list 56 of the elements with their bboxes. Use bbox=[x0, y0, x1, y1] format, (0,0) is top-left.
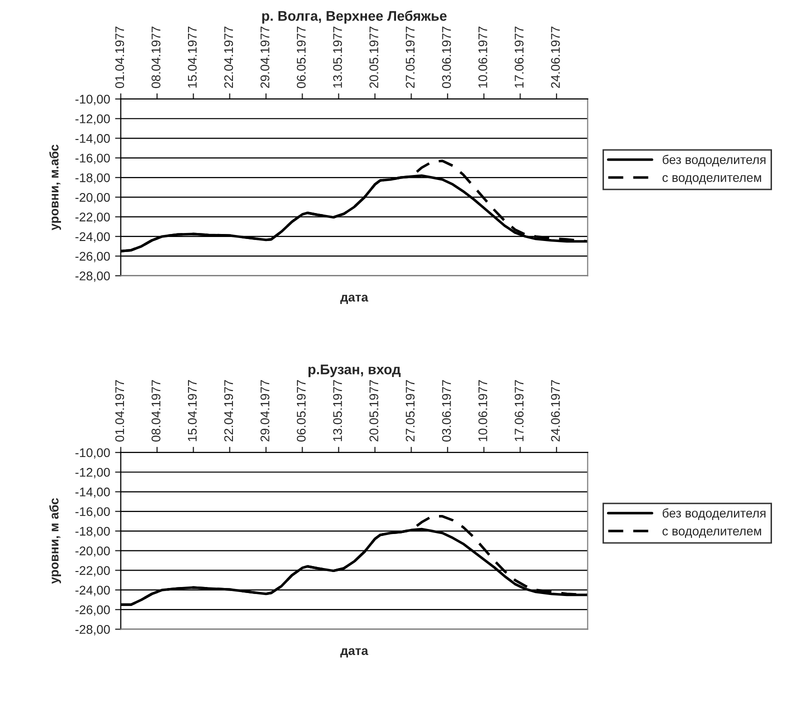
x-tick-label: 13.05.1977 bbox=[333, 380, 342, 442]
x-tick-label: 06.05.1977 bbox=[296, 26, 306, 88]
x-tick-label: 22.04.1977 bbox=[224, 26, 234, 88]
y-tick-label: -12,00 bbox=[75, 114, 110, 125]
x-tick-label: 27.05.1977 bbox=[406, 26, 415, 88]
x-tick-label: 15.04.1977 bbox=[188, 380, 197, 442]
x-tick-label: 27.05.1977 bbox=[406, 380, 415, 442]
y-tick-label: -24,00 bbox=[75, 232, 110, 243]
x-tick-label: 08.04.1977 bbox=[152, 26, 160, 88]
y-axis-title: уровни, м абс bbox=[49, 498, 62, 584]
y-tick-label: -28,00 bbox=[75, 625, 110, 636]
y-tick-label: -12,00 bbox=[75, 468, 110, 478]
x-tick-label: 24.06.1977 bbox=[551, 26, 560, 88]
x-tick-label: 15.04.1977 bbox=[188, 26, 197, 88]
y-tick-label: -24,00 bbox=[75, 586, 110, 596]
x-tick-label: 08.04.1977 bbox=[152, 380, 160, 442]
x-tick-label: 13.05.1977 bbox=[333, 26, 342, 88]
y-tick-label: -16,00 bbox=[75, 507, 110, 518]
x-tick-label: 01.04.1977 bbox=[115, 26, 124, 88]
legend-label: с вододелителем bbox=[662, 175, 762, 184]
x-tick-label: 03.06.1977 bbox=[442, 26, 451, 88]
x-tick-label: 17.06.1977 bbox=[514, 26, 524, 88]
x-tick-label: 20.05.1977 bbox=[369, 380, 378, 442]
x-tick-label: 29.04.1977 bbox=[260, 380, 270, 442]
y-tick-label: -18,00 bbox=[75, 173, 110, 184]
chart-title: р.Бузан, вход bbox=[308, 364, 401, 378]
y-tick-label: -10,00 bbox=[75, 94, 110, 106]
x-tick-label: 17.06.1977 bbox=[514, 380, 524, 442]
y-tick-label: -16,00 bbox=[75, 154, 110, 164]
legend-label: без вододелителя bbox=[662, 508, 766, 520]
y-tick-label: -10,00 bbox=[75, 448, 110, 459]
x-tick-label: 03.06.1977 bbox=[442, 380, 451, 442]
x-tick-label: 06.05.1977 bbox=[296, 380, 306, 442]
y-tick-label: -22,00 bbox=[75, 566, 110, 576]
y-tick-label: -18,00 bbox=[75, 526, 110, 538]
y-axis-title: уровни, м.абс bbox=[49, 144, 62, 230]
y-tick-label: -20,00 bbox=[75, 546, 110, 557]
y-tick-label: -26,00 bbox=[75, 605, 110, 616]
x-axis-title: дата bbox=[340, 648, 368, 658]
x-tick-label: 20.05.1977 bbox=[369, 26, 378, 88]
x-tick-label: 10.06.1977 bbox=[478, 26, 488, 88]
x-tick-label: 29.04.1977 bbox=[260, 26, 270, 88]
y-tick-label: -28,00 bbox=[75, 272, 110, 282]
x-axis-title: дата bbox=[340, 294, 368, 304]
x-tick-label: 24.06.1977 bbox=[551, 380, 560, 442]
x-tick-label: 10.06.1977 bbox=[478, 380, 488, 442]
x-tick-label: 01.04.1977 bbox=[115, 380, 124, 442]
legend-label: без вододелителя bbox=[662, 154, 766, 166]
y-tick-label: -22,00 bbox=[75, 212, 110, 223]
y-tick-label: -14,00 bbox=[75, 488, 110, 498]
chart-title: р. Волга, Верхнее Лебяжье bbox=[262, 10, 447, 24]
y-tick-label: -20,00 bbox=[75, 192, 110, 204]
y-tick-label: -26,00 bbox=[75, 252, 110, 262]
legend-label: с вододелителем bbox=[662, 528, 762, 538]
y-tick-label: -14,00 bbox=[75, 134, 110, 144]
x-tick-label: 22.04.1977 bbox=[224, 380, 234, 442]
